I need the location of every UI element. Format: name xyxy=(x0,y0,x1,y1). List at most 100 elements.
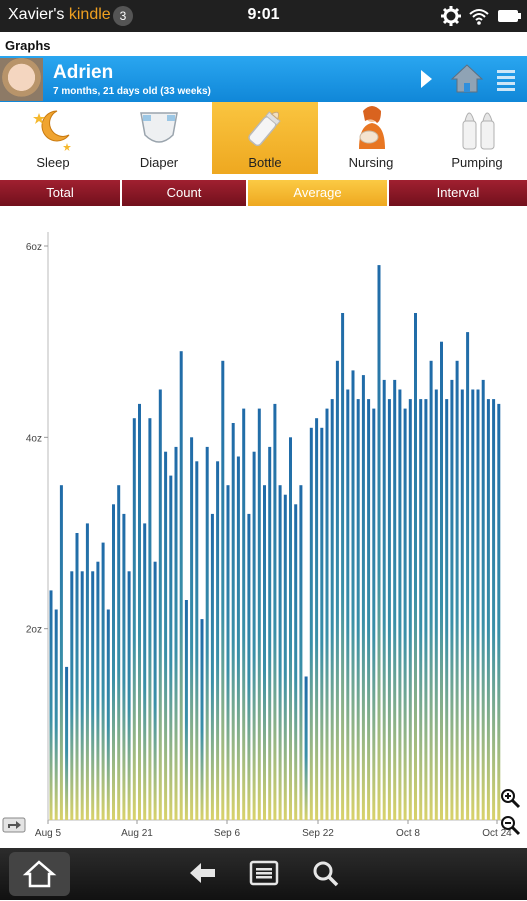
bar xyxy=(158,389,162,820)
bar xyxy=(408,399,412,820)
zoom-out-icon[interactable] xyxy=(501,816,521,836)
bar xyxy=(299,485,303,820)
menu-icon[interactable] xyxy=(249,860,279,886)
bar xyxy=(330,399,334,820)
category-nursing[interactable]: Nursing xyxy=(318,102,424,174)
bar xyxy=(65,666,69,820)
x-tick-label: Sep 22 xyxy=(302,828,334,839)
title-bar: Graphs xyxy=(0,36,527,56)
y-tick-label: 6oz xyxy=(26,242,42,253)
bar xyxy=(387,399,391,820)
bar xyxy=(440,341,443,820)
bar xyxy=(242,408,246,820)
moon-stars-icon xyxy=(33,110,71,151)
bar xyxy=(315,418,319,820)
bar xyxy=(356,399,360,820)
bar xyxy=(132,418,136,820)
bar xyxy=(367,399,371,820)
tab-count[interactable]: Count xyxy=(122,180,248,206)
bar xyxy=(164,451,168,820)
bar xyxy=(85,523,89,820)
bar xyxy=(434,389,438,820)
bar xyxy=(320,427,324,820)
bar xyxy=(492,399,496,820)
bar xyxy=(59,485,63,820)
bar xyxy=(486,399,490,820)
tab-average[interactable]: Average xyxy=(248,180,389,206)
bar xyxy=(179,351,183,820)
bar xyxy=(127,571,131,820)
bar xyxy=(70,571,74,820)
bar xyxy=(393,379,397,820)
y-tick-label: 4oz xyxy=(26,433,42,444)
average-bottle-chart[interactable]: 6oz 4oz 2oz Aug 5 Aug 21 Sep 6 Sep 22 Oc… xyxy=(0,212,527,842)
category-label: Sleep xyxy=(36,155,70,170)
bar xyxy=(372,408,376,820)
x-tick-label: Aug 21 xyxy=(121,828,153,839)
x-tick-label: Oct 8 xyxy=(396,828,420,839)
bar xyxy=(75,533,79,820)
bar xyxy=(80,571,84,820)
bar xyxy=(294,504,298,820)
category-label: Diaper xyxy=(139,155,179,170)
bar xyxy=(476,389,480,820)
bar xyxy=(143,523,147,820)
clock: 9:01 xyxy=(247,6,280,23)
bar xyxy=(49,590,53,820)
bar xyxy=(429,360,433,820)
bar xyxy=(221,360,225,820)
bar xyxy=(195,461,199,821)
category-pumping[interactable]: Pumping xyxy=(424,102,527,174)
bar-chart[interactable]: 6oz 4oz 2oz Aug 5 Aug 21 Sep 6 Sep 22 Oc… xyxy=(0,212,527,842)
menu-icon[interactable] xyxy=(490,56,524,102)
bar xyxy=(54,609,58,820)
category-sleep[interactable]: Sleep xyxy=(0,102,106,174)
category-bar: Sleep Diaper Bottle Nursing xyxy=(0,102,527,174)
bar xyxy=(283,494,287,820)
bar xyxy=(138,403,141,820)
category-label: Bottle xyxy=(248,155,282,170)
bar xyxy=(450,379,454,820)
bar xyxy=(174,446,178,820)
bar xyxy=(377,265,381,821)
bar xyxy=(263,485,266,820)
bar xyxy=(200,619,204,820)
notification-badge[interactable]: 3 xyxy=(113,6,133,26)
zoom-in-icon[interactable] xyxy=(501,789,521,809)
bar xyxy=(304,676,308,820)
bottom-nav xyxy=(0,848,527,900)
page-title: Graphs xyxy=(5,38,51,53)
bar xyxy=(424,399,428,820)
x-tick-labels: Aug 5 Aug 21 Sep 6 Sep 22 Oct 8 Oct 24 xyxy=(35,820,512,839)
x-tick-label: Sep 6 xyxy=(214,828,241,839)
bar xyxy=(341,313,345,820)
category-diaper[interactable]: Diaper xyxy=(106,102,212,174)
bar xyxy=(382,379,386,820)
home-icon[interactable] xyxy=(447,56,487,102)
bar xyxy=(268,446,272,820)
y-tick-labels: 6oz 4oz 2oz xyxy=(26,242,48,636)
nav-home-button[interactable] xyxy=(9,852,70,896)
bar xyxy=(481,379,485,820)
category-label: Nursing xyxy=(348,155,394,170)
status-bar: Xavier's kindle 3 9:01 xyxy=(0,0,527,32)
search-icon[interactable] xyxy=(312,860,340,888)
bar xyxy=(91,571,95,820)
share-icon[interactable] xyxy=(2,817,26,833)
tab-interval[interactable]: Interval xyxy=(389,180,527,206)
bar xyxy=(226,485,230,820)
bar xyxy=(289,437,292,820)
gear-icon[interactable] xyxy=(440,5,462,27)
tab-total[interactable]: Total xyxy=(0,180,122,206)
bar xyxy=(236,456,240,820)
bar xyxy=(101,542,105,820)
play-arrow-icon[interactable] xyxy=(410,56,442,102)
category-bottle[interactable]: Bottle xyxy=(212,102,318,174)
bar xyxy=(325,408,329,820)
avatar[interactable] xyxy=(0,58,43,101)
child-header[interactable]: Adrien 7 months, 21 days old (33 weeks) xyxy=(0,56,527,102)
bar xyxy=(96,561,100,820)
back-arrow-icon[interactable] xyxy=(188,860,218,886)
bar xyxy=(231,423,235,820)
bar xyxy=(117,485,121,820)
